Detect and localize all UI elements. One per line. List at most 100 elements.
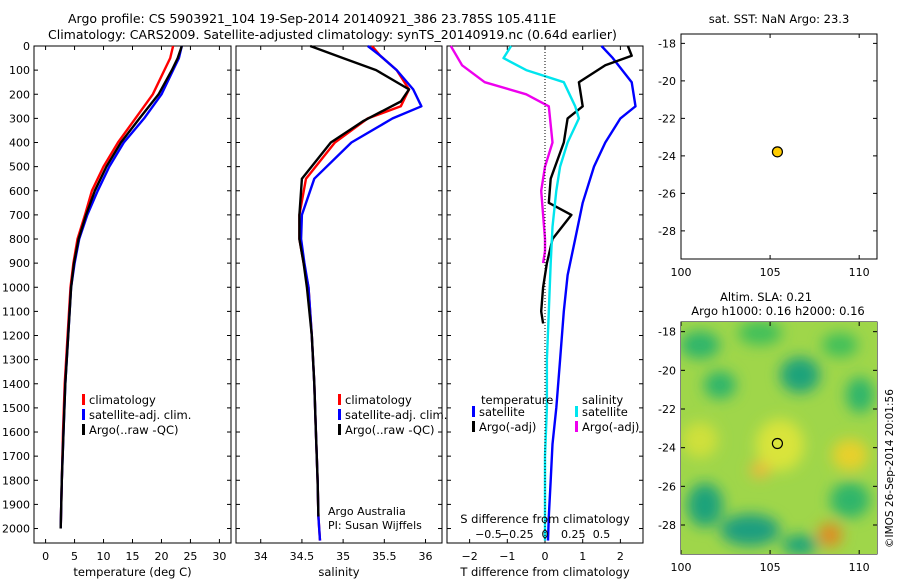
temperature-xtick-label: 0 [42,550,49,563]
salinity-legend-entry: satellite-adj. clim. [345,408,447,422]
depth-tick-label: 400 [9,137,30,150]
lon-tick-label: 110 [849,266,870,279]
depth-tick-label: 1100 [2,305,30,318]
salinity-legend-entry: Argo(..raw -QC) [345,423,435,437]
s-diff-tick-label: 0 [542,528,549,541]
depth-tick-label: 200 [9,88,30,101]
argo-credit-annotation: Argo Australia [328,505,406,518]
lon-tick-label: 105 [760,266,781,279]
temperature-legend-title: temperature [481,393,553,407]
temperature-legend-entry: satellite-adj. clim. [89,408,191,422]
depth-tick-label: 1200 [2,330,30,343]
sla-field-blob [818,523,842,547]
differences-xtick-label: −2 [462,550,478,563]
map_sst-panel: -18 -20 -22 -24 -26 -28 100 105 110 sat. SST: NaN… [658,12,878,279]
sla-field-blob [822,333,858,357]
sla-field-blob [780,357,820,393]
sla-field-blob [830,482,870,518]
differences-xtick-label: 2 [617,550,624,563]
lon-tick-label: 100 [671,266,692,279]
depth-tick-label: 1800 [2,474,30,487]
temperature-series-argo-raw-qc [59,45,183,529]
temperature-xtick-label: 15 [126,550,140,563]
depth-tick-label: 900 [9,257,30,270]
salinity-legend-entry: climatology [345,393,412,407]
diff-legend-sal-argo: Argo(-adj) [582,420,639,434]
argo-position-marker [771,146,784,158]
depth-tick-label: 1900 [2,498,30,511]
sla-field-blob [720,514,780,546]
lat-tick-label: -20 [658,364,676,377]
depth-tick-label: 1700 [2,450,30,463]
temperature-legend-entry-swatch [82,424,85,435]
temperature-xtick-label: 20 [154,550,168,563]
depth-tick-label: 1500 [2,402,30,415]
differences-xlabel: T difference from climatology [459,565,630,579]
sla-field-blob [681,331,720,359]
diff-legend-temp-argo-swatch [472,421,475,432]
argo-credit-annotation: PI: Susan Wijffels [328,519,422,532]
differences-xtick-label: 0 [542,550,549,563]
salinity-series-argo-raw-qc [298,44,411,517]
diff-legend-temp-satellite: satellite [479,405,525,419]
lat-tick-label: -26 [658,187,676,200]
temperature-xtick-label: 25 [183,550,197,563]
sla-field-blob [750,462,770,478]
climatology-title: Climatology: CARS2009. Satellite-adjuste… [48,27,617,42]
salinity-legend-entry-swatch [338,409,341,420]
depth-tick-label: 1300 [2,354,30,367]
sla-field-blob [846,377,874,413]
sla-field-blobs [681,322,874,554]
differences-series-satellite [546,45,637,541]
lat-tick-label: -28 [658,225,676,238]
differences-xtick-label: −1 [499,550,515,563]
temperature-legend-entry-swatch [82,409,85,420]
depth-tick-label: 700 [9,209,30,222]
diff-legend-temp-satellite-swatch [472,406,475,417]
salinity-xtick-label: 35.5 [372,550,397,563]
differences-series-argo-adj [540,45,633,324]
sla-field [681,322,877,554]
differences-panel: −2 −1 0 1 2 T difference from climatology −0.5… [446,45,644,579]
salinity-panel: 34 34.5 35 35.5 36 salinity climatologysatelli… [235,44,447,579]
lat-tick-label: -26 [658,480,676,493]
salinity-xtick-label: 36 [419,550,433,563]
salinity-xtick-label: 34.5 [290,550,315,563]
lat-tick-label: -18 [658,326,676,339]
s-diff-tick-label: −0.25 [500,528,534,541]
sla-field-blob [782,535,818,554]
profile-title: Argo profile: CS 5903921_104 19-Sep-2014… [68,11,557,26]
lat-tick-label: -20 [658,75,676,88]
differences-xtick-label: 1 [579,550,586,563]
depth-tick-label: 500 [9,161,30,174]
s-diff-tick-label: 0.25 [561,528,586,541]
lon-tick-label: 100 [671,561,692,574]
temperature-legend-entry: Argo(..raw -QC) [89,423,179,437]
lat-tick-label: -18 [658,37,676,50]
lon-tick-label: 105 [760,561,781,574]
sla-field-blob [738,322,782,345]
argo-position-marker [771,437,784,450]
depth-tick-label: 300 [9,112,30,125]
depth-tick-label: 1000 [2,281,30,294]
s-diff-tick-label: −0.5 [475,528,502,541]
diff-legend-sal-satellite-swatch [575,406,578,417]
s-diff-tick-label: 0.5 [593,528,611,541]
temperature-xtick-label: 30 [212,550,226,563]
lat-tick-label: -24 [658,150,676,163]
lat-tick-label: -22 [658,112,676,125]
lat-tick-label: -22 [658,403,676,416]
s-diff-label: S difference from climatology [460,512,630,526]
sla-field-blob [687,483,723,527]
salinity-xtick-label: 35 [336,550,350,563]
sla-map-title: Altim. SLA: 0.21 [720,290,812,304]
map_sla-panel: -18 -20 -22 -24 -26 -28 100 105 110 Altim. SLA: 0… [658,290,878,574]
salinity-frame [235,45,443,544]
temperature-legend-entry-swatch [82,394,85,405]
depth-tick-label: 600 [9,185,30,198]
salinity-legend-entry-swatch [338,424,341,435]
diff-legend-temp-argo: Argo(-adj) [479,420,536,434]
depth-tick-label: 1600 [2,426,30,439]
sla-field-blob [832,439,868,471]
diff-legend-sal-satellite: satellite [582,405,628,419]
